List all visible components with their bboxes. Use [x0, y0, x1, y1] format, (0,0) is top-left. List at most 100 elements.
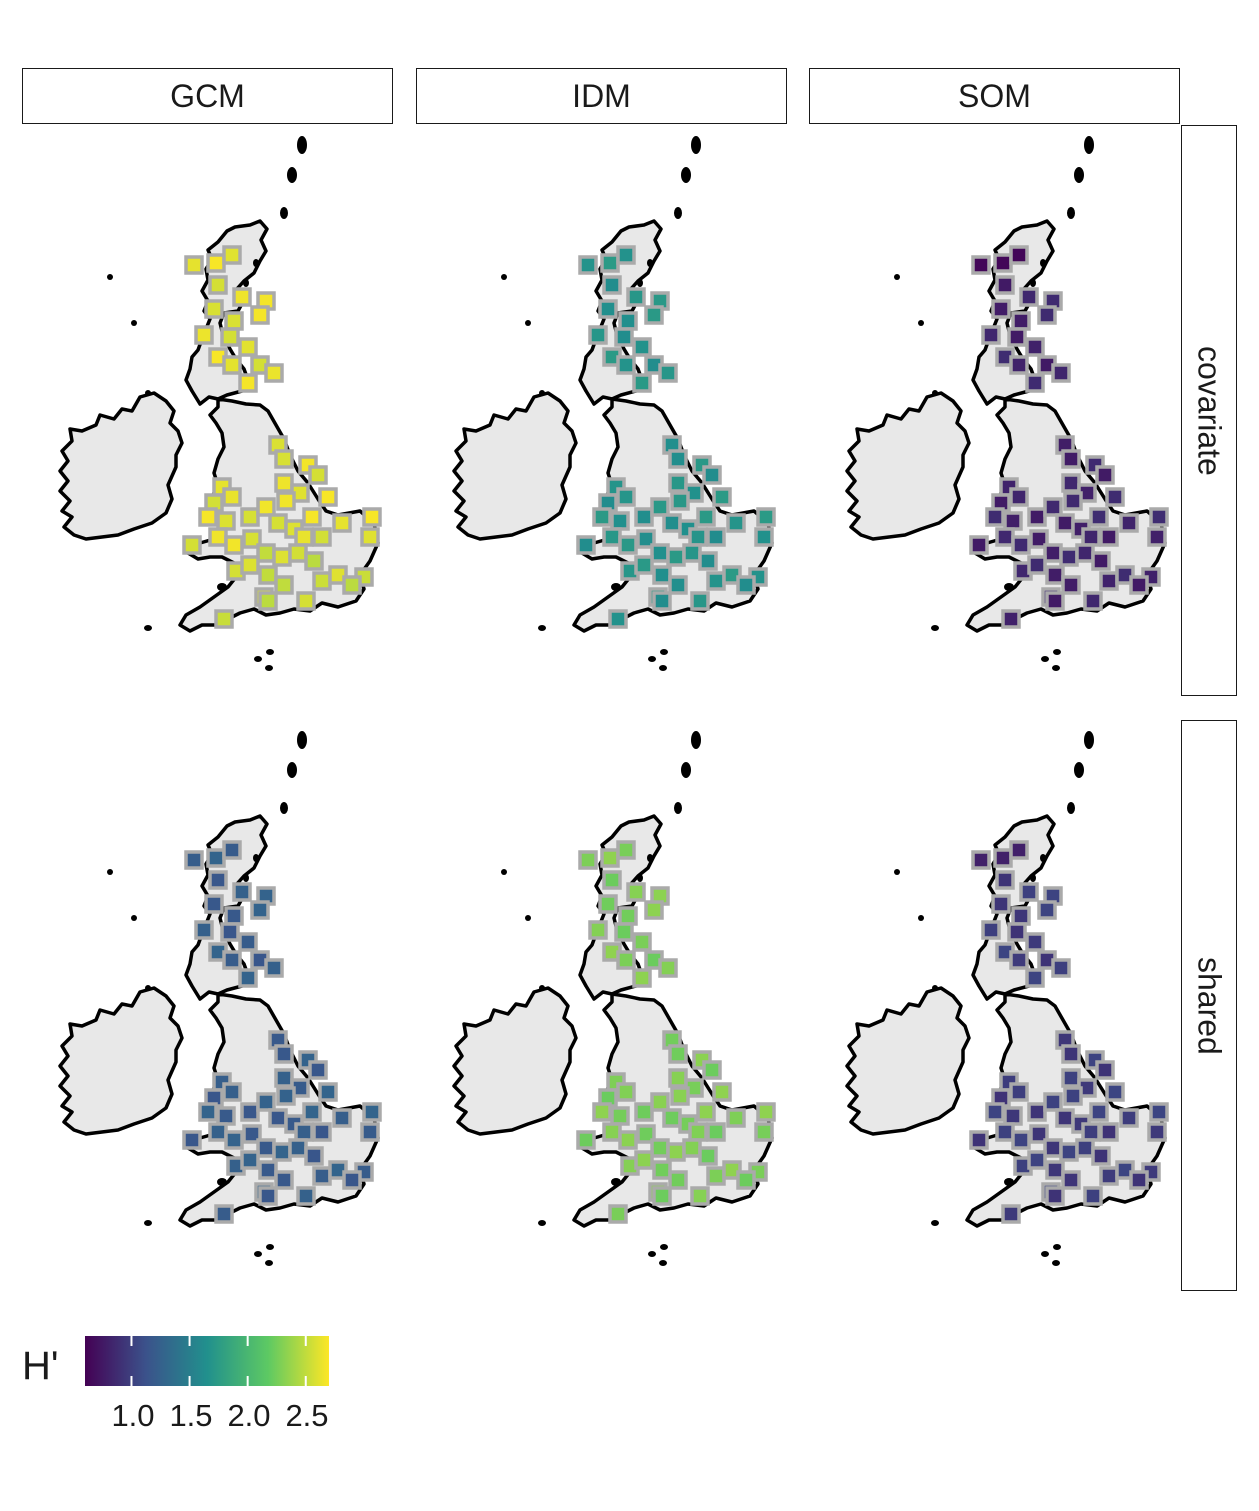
- site-marker: [1043, 1092, 1063, 1112]
- site-marker: [618, 311, 638, 331]
- site-markers: [182, 245, 382, 629]
- site-marker: [222, 245, 242, 265]
- facet-label-gcm: GCM: [22, 68, 393, 124]
- site-marker: [328, 1160, 348, 1180]
- facet-label-idm: IDM: [416, 68, 787, 124]
- site-marker: [328, 565, 348, 585]
- site-marker: [1147, 527, 1167, 547]
- site-marker: [222, 487, 242, 507]
- map-panel-gcm-covariate: [58, 136, 382, 671]
- site-marker: [258, 565, 278, 585]
- site-marker: [224, 1130, 244, 1150]
- islet-marker: [253, 854, 259, 862]
- site-marker: [302, 1102, 322, 1122]
- islet-marker: [501, 869, 507, 875]
- site-marker: [650, 1138, 670, 1158]
- site-marker: [690, 591, 710, 611]
- site-marker: [985, 1102, 1005, 1122]
- site-marker: [238, 932, 258, 952]
- site-marker: [991, 894, 1011, 914]
- site-marker: [682, 543, 702, 563]
- site-marker: [971, 255, 991, 275]
- site-marker: [993, 848, 1013, 868]
- site-marker: [1027, 555, 1047, 575]
- site-marker: [969, 1130, 989, 1150]
- site-marker: [668, 449, 688, 469]
- site-marker: [1045, 591, 1065, 611]
- site-marker: [222, 1082, 242, 1102]
- legend-tick-label-3: 2.0: [227, 1398, 271, 1433]
- islet-marker: [1074, 762, 1084, 778]
- site-marker: [1027, 1150, 1047, 1170]
- site-marker: [1081, 1122, 1101, 1142]
- islet-marker: [144, 625, 152, 631]
- site-marker: [588, 920, 608, 940]
- site-marker: [614, 327, 634, 347]
- site-marker: [706, 571, 726, 591]
- site-marker: [296, 1186, 316, 1206]
- site-marker: [1025, 932, 1045, 952]
- site-marker: [1019, 882, 1039, 902]
- site-marker: [592, 1102, 612, 1122]
- site-marker: [214, 609, 234, 629]
- site-marker: [1091, 551, 1111, 571]
- islet-marker: [647, 259, 653, 267]
- islet-marker: [145, 985, 151, 991]
- islet-marker: [266, 649, 274, 655]
- site-marker: [1099, 1122, 1119, 1142]
- site-marker: [1011, 1130, 1031, 1150]
- islet-marker: [932, 985, 938, 991]
- site-marker: [662, 513, 682, 533]
- site-marker: [1009, 245, 1029, 265]
- islet-marker: [894, 869, 900, 875]
- legend-colorbar: [85, 1336, 329, 1386]
- site-marker: [1083, 1186, 1103, 1206]
- site-marker: [632, 932, 652, 952]
- site-marker: [294, 527, 314, 547]
- facet-label-som: SOM: [809, 68, 1180, 124]
- site-marker: [1027, 507, 1047, 527]
- site-marker: [232, 882, 252, 902]
- site-marker: [294, 1122, 314, 1142]
- site-marker: [626, 287, 646, 307]
- site-marker: [256, 543, 276, 563]
- islet-marker: [674, 802, 682, 814]
- site-marker: [258, 591, 278, 611]
- islet-marker: [144, 1220, 152, 1226]
- site-marker: [726, 513, 746, 533]
- site-marker: [274, 1044, 294, 1064]
- site-marker: [1037, 305, 1057, 325]
- facet-label-shared: shared: [1181, 720, 1237, 1291]
- site-marker: [272, 547, 292, 567]
- site-marker: [214, 1204, 234, 1224]
- islet-marker: [145, 390, 151, 396]
- map-panel-idm-covariate: [452, 136, 776, 671]
- site-marker: [1055, 1108, 1075, 1128]
- islet-marker: [1084, 136, 1094, 154]
- site-marker: [342, 1170, 362, 1190]
- site-marker: [668, 1170, 688, 1190]
- site-marker: [1115, 1160, 1135, 1180]
- site-marker: [644, 900, 664, 920]
- site-marker: [1147, 1122, 1167, 1142]
- islet-marker: [107, 274, 113, 280]
- facet-label-gcm-text: GCM: [170, 77, 245, 114]
- site-marker: [1051, 958, 1071, 978]
- site-marker: [184, 255, 204, 275]
- site-marker: [238, 337, 258, 357]
- site-marker: [658, 958, 678, 978]
- site-marker: [1025, 337, 1045, 357]
- site-marker: [722, 565, 742, 585]
- islet-marker: [647, 854, 653, 862]
- islet-marker: [131, 915, 137, 921]
- site-marker: [670, 491, 690, 511]
- site-marker: [1055, 513, 1075, 533]
- site-marker: [312, 1122, 332, 1142]
- site-marker: [576, 1130, 596, 1150]
- islet-marker: [525, 320, 531, 326]
- site-marker: [208, 1122, 228, 1142]
- site-marker: [240, 1150, 260, 1170]
- site-marker: [304, 1146, 324, 1166]
- site-marker: [1009, 1082, 1029, 1102]
- site-marker: [332, 1108, 352, 1128]
